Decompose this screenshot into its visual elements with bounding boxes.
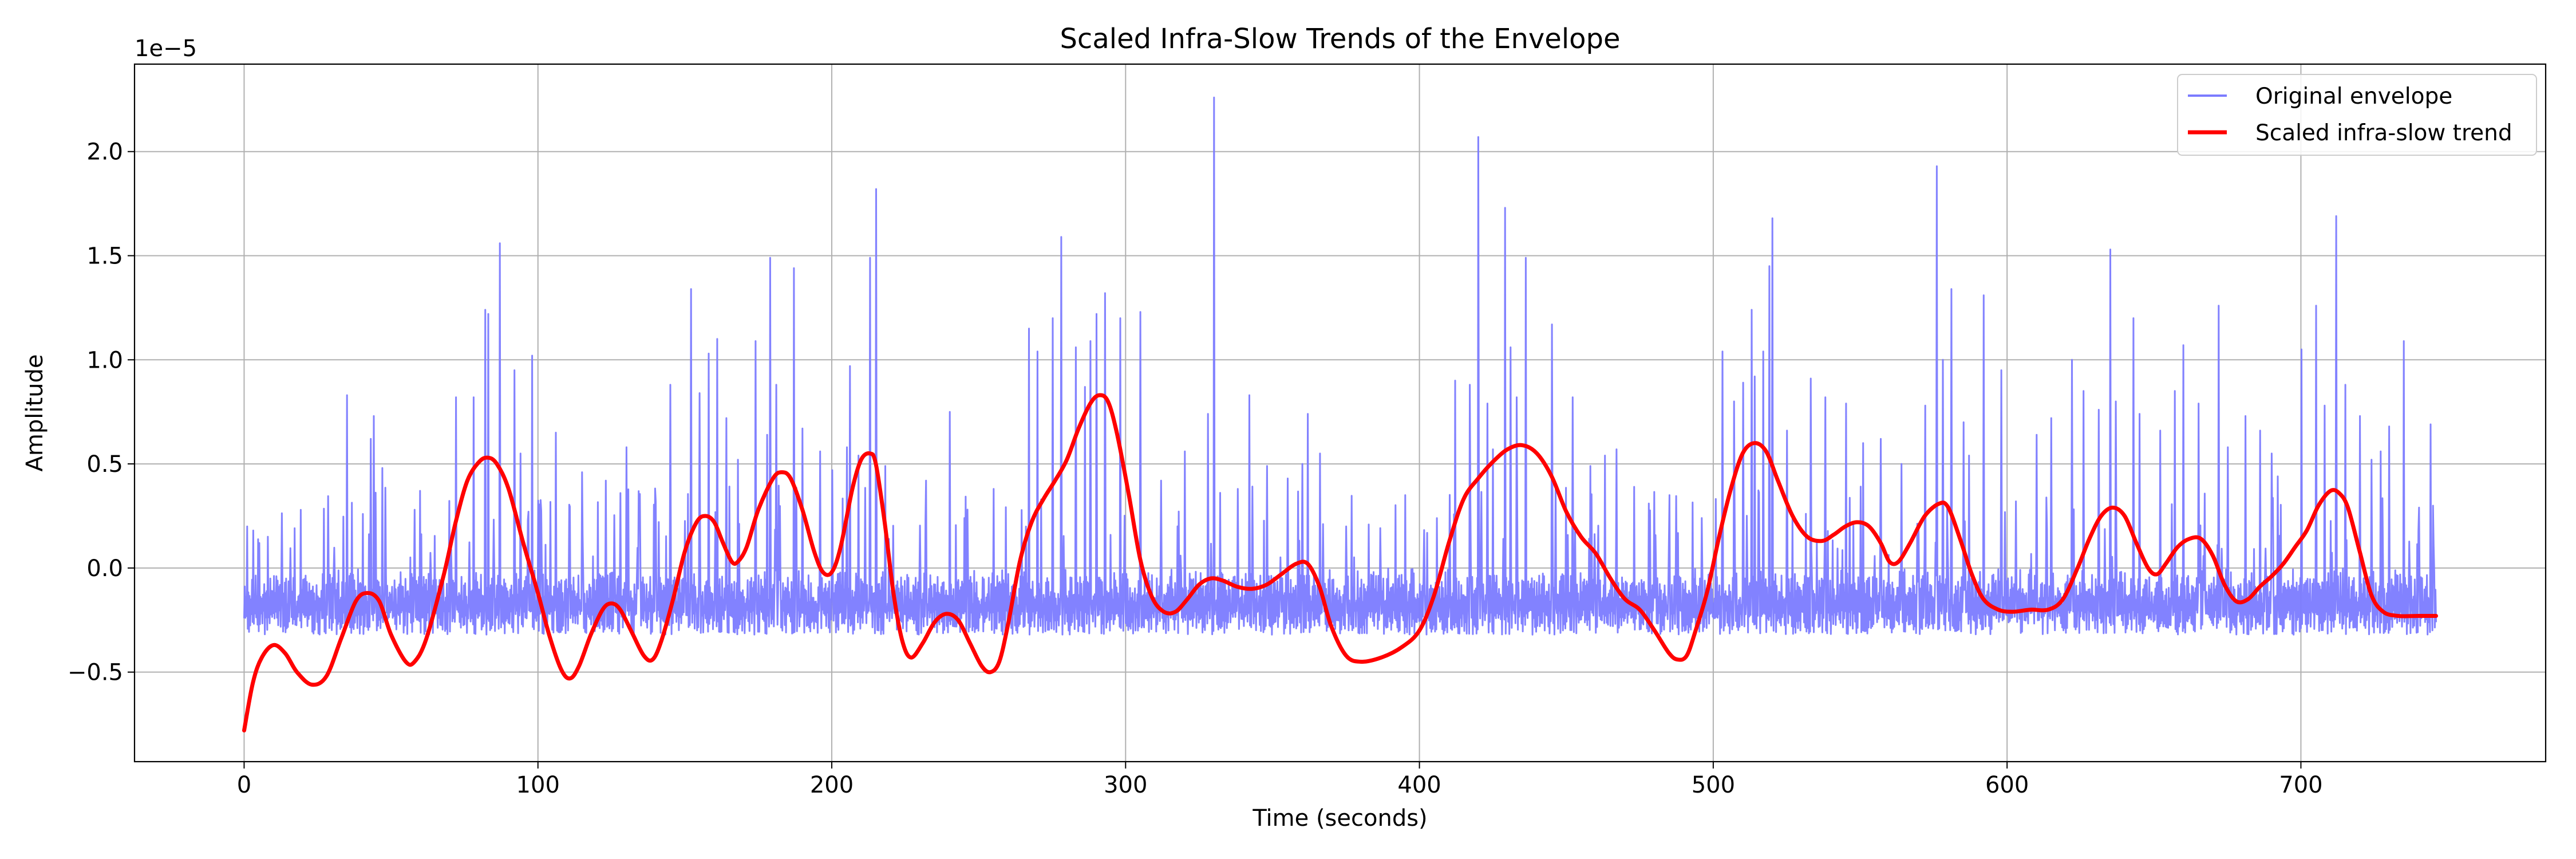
x-tick-label: 700	[2279, 772, 2322, 798]
y-tick-label: 0.5	[86, 451, 123, 478]
legend-box	[2177, 74, 2537, 156]
tick-layer: 0 100 200 300 400 500 600 700 −0.5 0.0 0.5 1.0 1.5 2.…	[68, 139, 2323, 798]
x-tick-label: 400	[1397, 772, 1441, 798]
y-tick-label: 1.5	[86, 243, 123, 269]
x-tick-label: 200	[810, 772, 854, 798]
x-tick-label: 100	[516, 772, 560, 798]
y-axis-offset-label: 1e−5	[135, 36, 197, 62]
legend-label-original-envelope: Original envelope	[2255, 84, 2452, 109]
y-axis-label: Amplitude	[22, 354, 48, 472]
x-tick-label: 0	[237, 772, 251, 798]
y-tick-label: −0.5	[68, 660, 123, 686]
x-tick-label: 300	[1104, 772, 1147, 798]
series-original-envelope	[243, 96, 2437, 636]
legend-label-scaled-infra-slow-trend: Scaled infra-slow trend	[2255, 120, 2512, 146]
y-tick-label: 1.0	[86, 347, 123, 373]
series-scaled-infra-slow-trend	[242, 393, 2438, 732]
x-tick-label: 600	[1985, 772, 2029, 798]
x-tick-label: 500	[1692, 772, 1735, 798]
plot-area-frame	[133, 63, 2547, 763]
y-tick-label: 2.0	[86, 139, 123, 166]
series-layer	[242, 96, 2438, 732]
chart-legend: Original envelope Scaled infra-slow tren…	[2177, 74, 2537, 156]
chart-title: Scaled Infra-Slow Trends of the Envelope	[1060, 23, 1620, 55]
x-axis-label: Time (seconds)	[1252, 805, 1427, 832]
y-tick-label: 0.0	[86, 555, 123, 582]
grid-layer	[135, 64, 2546, 762]
